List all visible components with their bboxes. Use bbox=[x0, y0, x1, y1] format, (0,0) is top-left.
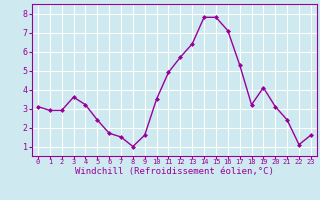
X-axis label: Windchill (Refroidissement éolien,°C): Windchill (Refroidissement éolien,°C) bbox=[75, 167, 274, 176]
